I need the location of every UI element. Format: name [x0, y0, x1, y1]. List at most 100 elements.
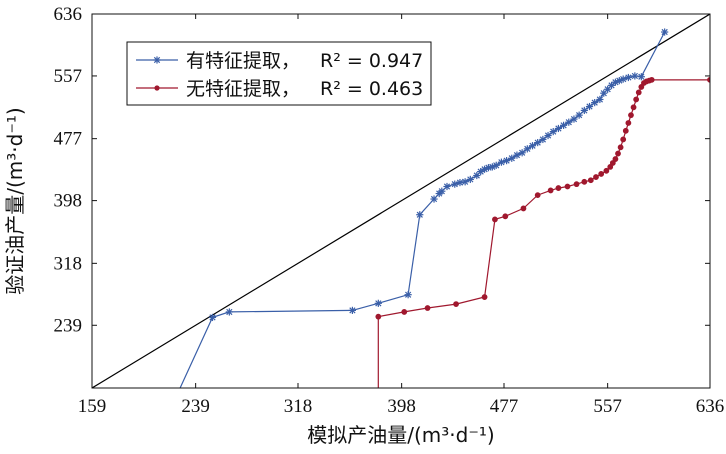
data-point-series-2 — [587, 177, 594, 184]
x-tick-label: 557 — [593, 396, 622, 417]
legend-marker-series-1 — [153, 56, 161, 64]
x-tick-label: 239 — [181, 396, 210, 417]
data-point-series-1 — [451, 180, 459, 188]
data-point-series-2 — [481, 294, 488, 300]
data-point-series-1 — [565, 118, 573, 126]
data-point-series-1 — [631, 72, 639, 80]
data-point-series-1 — [570, 115, 578, 123]
y-tick-label: 318 — [54, 253, 83, 274]
data-point-series-1 — [619, 75, 627, 83]
plot-layer — [92, 14, 710, 388]
data-point-series-1 — [544, 131, 552, 140]
data-point-series-2 — [598, 171, 605, 177]
data-point-series-2 — [617, 144, 624, 151]
data-point-series-2 — [607, 163, 614, 170]
data-point-series-1 — [575, 111, 583, 119]
data-point-series-2 — [534, 192, 541, 199]
data-point-series-1 — [661, 28, 669, 36]
data-point-series-1 — [492, 161, 500, 169]
data-point-series-1 — [497, 158, 506, 166]
data-point-series-2 — [628, 112, 634, 119]
y-axis-title: 验证油产量/(m³·d⁻¹) — [3, 107, 27, 294]
data-point-series-2 — [635, 89, 642, 96]
data-point-series-2 — [424, 305, 431, 311]
data-point-series-1 — [374, 299, 382, 307]
data-point-series-2 — [581, 178, 588, 185]
legend-label-series-1: 有特征提取， — [186, 50, 300, 72]
data-point-series-2 — [547, 187, 554, 194]
data-point-series-2 — [593, 174, 599, 180]
y-tick-label: 239 — [54, 315, 83, 336]
data-point-series-1 — [438, 187, 446, 195]
y-tick-label: 557 — [54, 66, 83, 87]
data-point-series-2 — [620, 136, 627, 143]
data-point-series-1 — [596, 95, 604, 104]
data-point-series-1 — [549, 128, 557, 136]
data-point-series-2 — [502, 213, 509, 220]
data-point-series-2 — [638, 84, 645, 90]
data-point-series-2 — [633, 96, 640, 103]
data-point-series-1 — [539, 135, 547, 144]
legend-r2-series-1: R² = 0.947 — [320, 50, 423, 72]
data-point-series-1 — [416, 211, 424, 219]
x-tick-label: 477 — [490, 396, 519, 417]
data-point-series-1 — [508, 154, 516, 162]
legend-dot-marker — [154, 85, 160, 91]
reference-line — [92, 14, 710, 388]
series-line-2 — [377, 79, 710, 388]
data-point-series-1 — [528, 142, 537, 150]
data-point-series-1 — [456, 178, 464, 187]
legend-label-series-2: 无特征提取， — [186, 78, 300, 100]
data-point-series-1 — [585, 102, 594, 111]
data-point-series-2 — [630, 104, 637, 111]
data-point-series-2 — [612, 156, 619, 162]
legend-r2-series-2: R² = 0.463 — [320, 78, 423, 100]
data-point-series-1 — [518, 149, 526, 157]
data-point-series-2 — [492, 216, 498, 223]
x-tick-label: 318 — [284, 396, 313, 417]
legend-marker-series-2 — [154, 85, 160, 91]
data-point-series-1 — [208, 313, 217, 322]
data-point-series-1 — [477, 167, 485, 176]
data-point-series-2 — [453, 301, 459, 308]
data-point-series-2 — [603, 167, 610, 174]
legend-star-marker — [153, 56, 161, 64]
ticks-layer: 159 239 318 398 477 557 636 239 318 398 477 557 636 — [54, 4, 725, 417]
data-point-series-1 — [580, 106, 588, 115]
data-point-series-2 — [401, 309, 408, 315]
data-point-series-1 — [443, 182, 451, 191]
data-point-series-1 — [624, 73, 632, 82]
x-tick-label: 159 — [78, 396, 107, 417]
data-point-series-2 — [555, 185, 562, 191]
data-point-series-2 — [615, 150, 621, 157]
data-point-series-2 — [573, 181, 580, 188]
data-point-series-1 — [404, 291, 412, 299]
data-point-series-1 — [523, 145, 531, 153]
x-tick-label: 398 — [387, 396, 416, 417]
data-point-series-1 — [591, 98, 599, 107]
data-point-series-1 — [637, 73, 645, 81]
legend: 有特征提取， R² = 0.947 无特征提取， R² = 0.463 — [126, 41, 432, 106]
data-point-series-1 — [534, 138, 542, 147]
data-point-series-2 — [625, 120, 632, 126]
data-point-series-2 — [609, 160, 616, 166]
data-point-series-2 — [375, 313, 382, 320]
data-point-series-1 — [559, 121, 568, 129]
legend-box — [126, 41, 432, 106]
y-tick-label: 636 — [54, 4, 83, 25]
data-point-series-2 — [520, 205, 527, 212]
data-point-series-2 — [648, 76, 655, 83]
y-tick-label: 477 — [54, 129, 83, 150]
data-point-series-1 — [466, 175, 474, 184]
x-tick-label: 636 — [696, 396, 725, 417]
data-point-series-1 — [554, 124, 563, 133]
data-point-series-2 — [622, 127, 629, 134]
data-point-series-2 — [564, 183, 571, 190]
plot-area — [92, 14, 710, 388]
data-point-series-1 — [430, 195, 438, 203]
data-point-series-1 — [225, 308, 233, 316]
y-tick-label: 398 — [54, 191, 83, 212]
data-point-series-1 — [348, 306, 357, 314]
x-axis-title: 模拟产油量/(m³·d⁻¹) — [307, 423, 494, 447]
